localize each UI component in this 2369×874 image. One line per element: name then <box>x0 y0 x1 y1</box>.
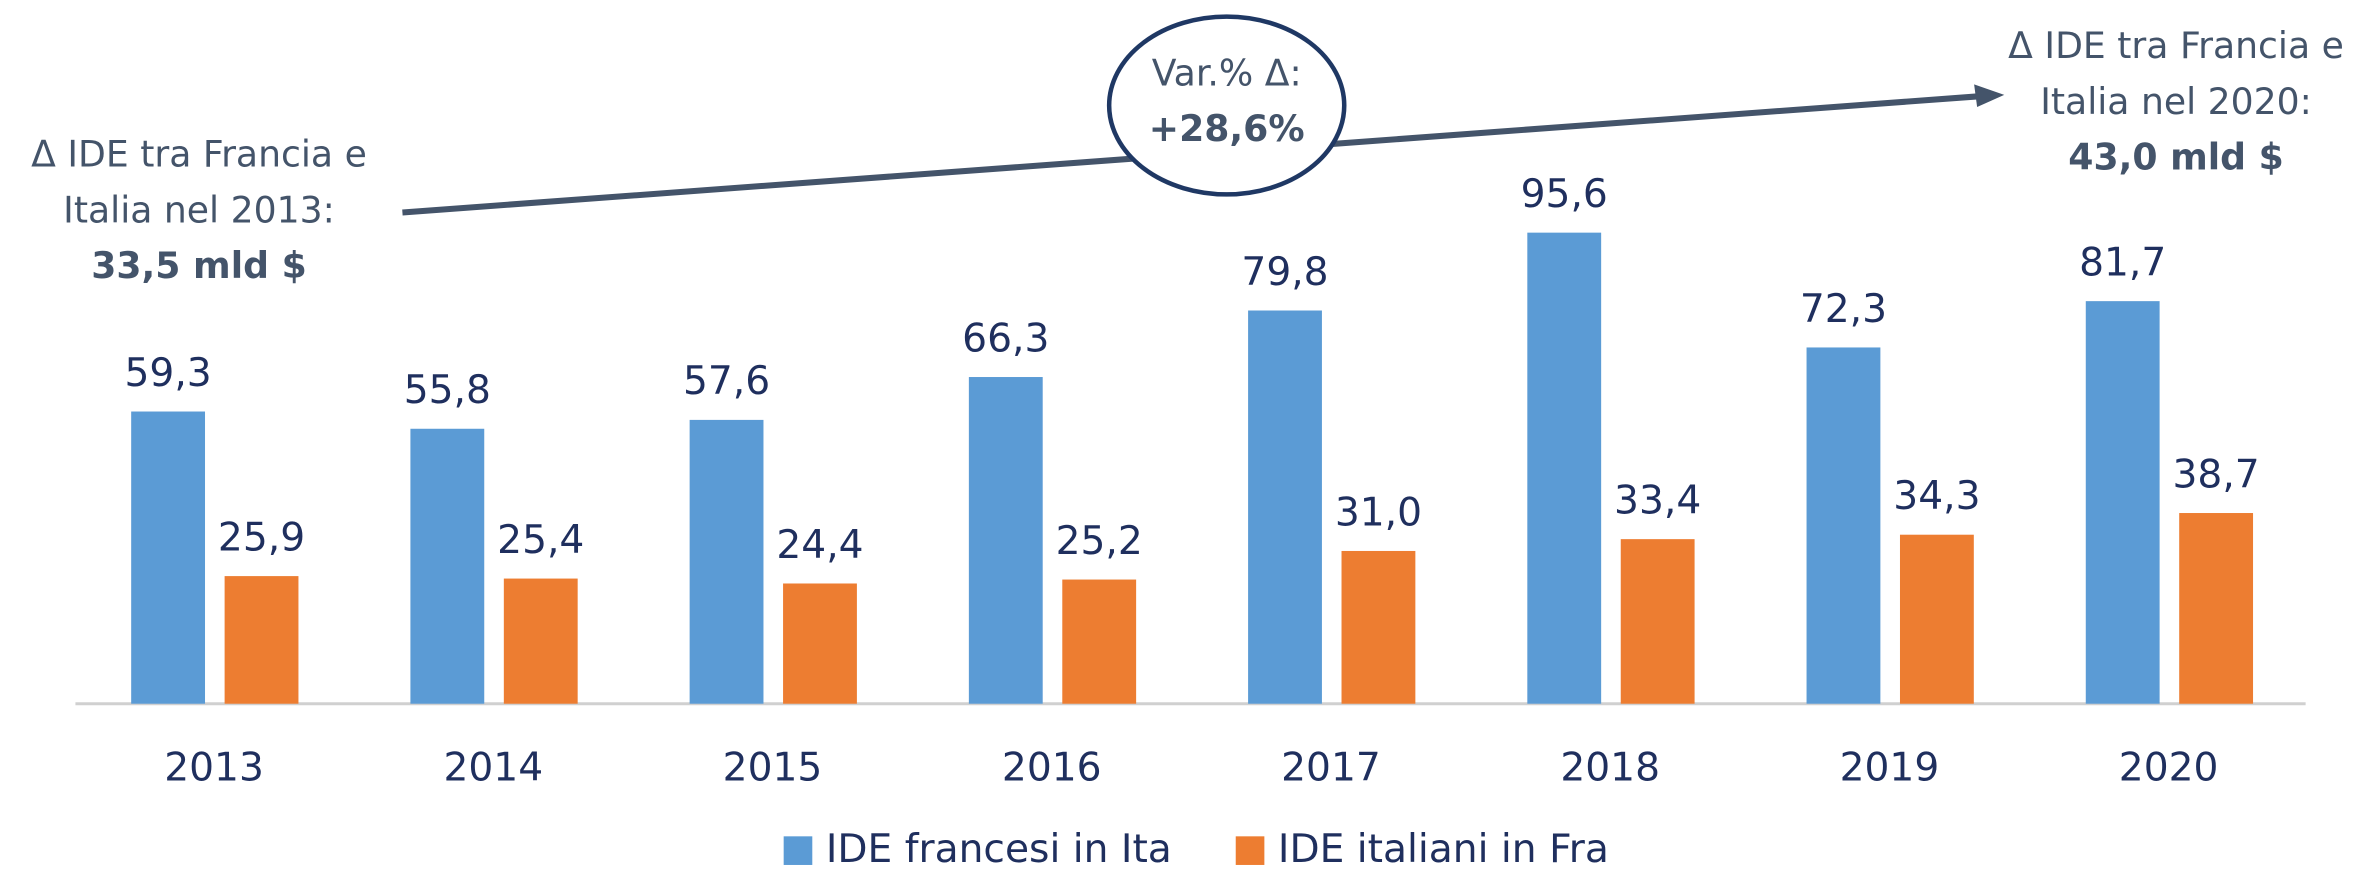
bar <box>1899 534 1974 704</box>
value-label: 66,3 <box>962 316 1049 361</box>
x-tick-label: 2016 <box>1002 746 1102 791</box>
value-label: 59,3 <box>125 351 212 396</box>
annotation-ellipse <box>1106 14 1347 197</box>
value-label: 25,2 <box>1056 519 1143 564</box>
bar <box>503 578 578 704</box>
bar <box>968 377 1043 704</box>
bar <box>131 411 206 704</box>
value-label: 79,8 <box>1241 250 1328 295</box>
annotation-text: Var.% Δ: <box>1152 51 1302 94</box>
x-tick-label: 2013 <box>164 746 264 791</box>
value-label: 24,4 <box>776 523 863 568</box>
bar <box>1620 539 1695 704</box>
bar <box>224 576 299 704</box>
legend-swatch <box>1235 836 1265 865</box>
bar <box>2179 513 2254 704</box>
bar <box>1341 550 1416 704</box>
annotation-text: Italia nel 2020: <box>2040 80 2312 123</box>
legend-swatch <box>783 836 813 865</box>
bar <box>1248 310 1322 704</box>
x-tick-label: 2018 <box>1560 746 1660 791</box>
annotation-text: +28,6% <box>1149 107 1305 150</box>
arrow-head <box>1974 84 2005 107</box>
annotation-text: Italia nel 2013: <box>63 188 335 231</box>
annotation-text: 43,0 mld $ <box>2068 136 2284 179</box>
bar <box>410 428 485 704</box>
value-label: 55,8 <box>404 368 491 413</box>
value-label: 57,6 <box>683 359 770 404</box>
bar <box>1806 347 1881 704</box>
legend-label: IDE italiani in Fra <box>1278 827 1609 872</box>
bar <box>689 419 764 704</box>
bar <box>783 583 857 704</box>
annotation-text: 33,5 mld $ <box>91 244 307 287</box>
x-tick-label: 2014 <box>443 746 543 791</box>
bar <box>2085 301 2160 704</box>
value-label: 34,3 <box>1893 474 1980 519</box>
annotation-text: Δ IDE tra Francia e <box>2008 24 2344 67</box>
value-label: 72,3 <box>1800 287 1887 332</box>
annotation-text: Δ IDE tra Francia e <box>31 133 367 176</box>
value-label: 31,0 <box>1335 490 1422 535</box>
x-tick-label: 2017 <box>1281 746 1381 791</box>
value-label: 95,6 <box>1521 172 1608 217</box>
value-label: 81,7 <box>2079 240 2166 285</box>
bar <box>1527 232 1602 704</box>
value-label: 25,4 <box>497 518 584 563</box>
value-label: 25,9 <box>218 515 305 560</box>
value-label: 33,4 <box>1614 478 1701 523</box>
x-tick-label: 2019 <box>1840 746 1940 791</box>
x-tick-label: 2020 <box>2119 746 2219 791</box>
legend-label: IDE francesi in Ita <box>826 827 1172 872</box>
value-label: 38,7 <box>2173 452 2260 497</box>
x-tick-label: 2015 <box>723 746 823 791</box>
bar <box>1062 579 1137 704</box>
